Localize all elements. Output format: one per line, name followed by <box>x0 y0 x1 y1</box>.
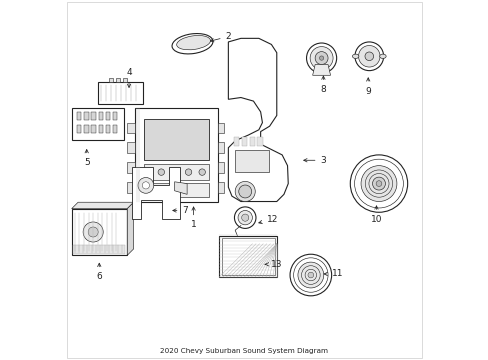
Circle shape <box>307 272 313 278</box>
Circle shape <box>83 222 103 242</box>
Bar <box>99 125 102 133</box>
Bar <box>135 108 217 202</box>
Bar <box>113 125 117 133</box>
Bar <box>91 125 96 133</box>
Bar <box>217 182 224 193</box>
Bar <box>91 112 96 120</box>
Bar <box>98 82 142 104</box>
Text: 6: 6 <box>96 263 102 281</box>
Circle shape <box>314 51 327 64</box>
Polygon shape <box>72 202 133 209</box>
Circle shape <box>158 169 164 175</box>
Polygon shape <box>174 182 187 194</box>
Text: 4: 4 <box>126 68 132 87</box>
Circle shape <box>375 181 381 186</box>
Circle shape <box>88 227 98 237</box>
Circle shape <box>238 185 251 198</box>
Bar <box>113 112 117 120</box>
Polygon shape <box>127 202 133 255</box>
Circle shape <box>319 56 323 60</box>
Bar <box>72 209 127 255</box>
Bar <box>127 142 135 153</box>
Ellipse shape <box>379 54 386 58</box>
Text: 3: 3 <box>303 156 325 165</box>
Bar <box>217 142 224 153</box>
Bar <box>127 182 135 193</box>
Bar <box>233 137 239 146</box>
Bar <box>144 164 208 180</box>
Bar <box>123 78 126 82</box>
Text: 9: 9 <box>365 78 370 95</box>
Circle shape <box>358 45 379 67</box>
Bar <box>241 137 246 146</box>
Text: 5: 5 <box>83 149 89 167</box>
Ellipse shape <box>176 36 210 50</box>
Bar <box>234 150 268 172</box>
Bar <box>72 108 123 140</box>
Bar <box>73 244 125 253</box>
Polygon shape <box>131 167 180 220</box>
Bar <box>77 112 81 120</box>
Text: 13: 13 <box>264 260 282 269</box>
Bar <box>84 112 88 120</box>
Circle shape <box>306 43 336 73</box>
Circle shape <box>297 262 323 288</box>
Bar <box>217 123 224 134</box>
Circle shape <box>289 254 331 296</box>
Text: 12: 12 <box>258 215 278 224</box>
Circle shape <box>142 182 149 189</box>
Circle shape <box>372 177 385 190</box>
Polygon shape <box>228 39 287 202</box>
Bar <box>109 78 112 82</box>
Circle shape <box>364 52 373 60</box>
Circle shape <box>349 155 407 212</box>
Circle shape <box>238 211 252 225</box>
Circle shape <box>144 169 151 175</box>
Ellipse shape <box>172 33 213 54</box>
Bar <box>144 119 208 160</box>
Text: 10: 10 <box>370 206 382 224</box>
Bar <box>144 183 208 197</box>
Text: 2020 Chevy Suburban Sound System Diagram: 2020 Chevy Suburban Sound System Diagram <box>160 348 328 354</box>
Bar <box>257 137 262 146</box>
Bar <box>105 112 110 120</box>
Bar <box>127 162 135 173</box>
Text: 8: 8 <box>320 76 325 94</box>
Ellipse shape <box>352 54 358 58</box>
Text: 11: 11 <box>324 269 343 278</box>
Text: 7: 7 <box>172 206 188 215</box>
Polygon shape <box>312 64 330 75</box>
Bar <box>105 125 110 133</box>
Circle shape <box>360 166 396 202</box>
Circle shape <box>199 169 205 175</box>
Bar <box>217 162 224 173</box>
Circle shape <box>354 159 403 208</box>
Circle shape <box>309 46 332 69</box>
Circle shape <box>185 169 191 175</box>
Text: 1: 1 <box>190 207 196 229</box>
Bar <box>249 137 254 146</box>
Circle shape <box>234 207 255 228</box>
Circle shape <box>171 169 178 175</box>
Bar <box>77 125 81 133</box>
Circle shape <box>235 181 255 202</box>
Bar <box>84 125 88 133</box>
Bar <box>127 123 135 134</box>
Text: 2: 2 <box>210 32 231 42</box>
Circle shape <box>138 177 153 193</box>
Bar <box>219 235 276 277</box>
Circle shape <box>354 42 383 71</box>
Bar <box>99 112 102 120</box>
Bar <box>116 78 120 82</box>
Circle shape <box>293 258 327 292</box>
Circle shape <box>241 214 248 221</box>
Bar <box>221 238 274 275</box>
